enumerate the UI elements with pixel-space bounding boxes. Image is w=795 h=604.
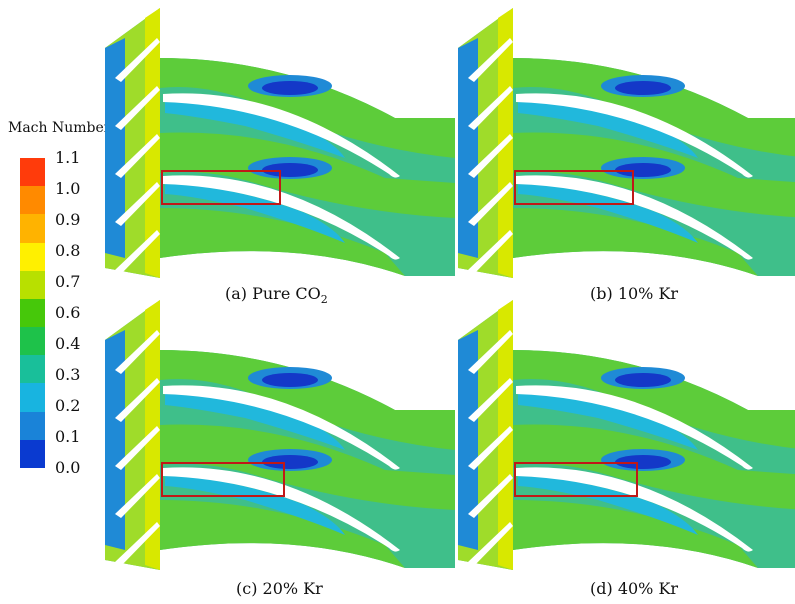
legend-swatch xyxy=(20,158,45,187)
legend-tick-label: 0.0 xyxy=(55,458,81,477)
stator-blade xyxy=(115,330,160,374)
legend-swatch xyxy=(20,355,45,384)
legend-swatch xyxy=(20,327,45,356)
stator-blade xyxy=(468,182,513,226)
contour-deep-blue-region xyxy=(262,81,318,95)
legend-swatch xyxy=(20,270,45,300)
stator-blade xyxy=(468,378,513,422)
highlight-box xyxy=(161,462,285,497)
contour-deep-blue-region xyxy=(262,163,318,177)
contour-green-region xyxy=(160,500,405,568)
stator-blade xyxy=(115,38,160,82)
rotor-blade xyxy=(163,385,400,470)
legend-tick-label: 0.1 xyxy=(55,427,81,446)
contour-cyan-region xyxy=(518,476,698,535)
legend-swatch xyxy=(20,186,45,215)
rotor-blade xyxy=(516,385,753,470)
legend-tick-label: 0.3 xyxy=(55,365,81,384)
rotor-blade xyxy=(163,467,400,552)
contour-green-region xyxy=(513,58,795,157)
stator-blade xyxy=(115,182,160,226)
stator-blade xyxy=(468,86,513,130)
legend-tick-label: 0.6 xyxy=(55,303,81,322)
legend-swatch xyxy=(20,439,45,469)
stator-blade xyxy=(468,474,513,518)
legend-tick-label: 0.4 xyxy=(55,334,81,353)
contour-cyan-region xyxy=(518,394,698,450)
contour-plot-b xyxy=(458,8,795,278)
stator-blade xyxy=(468,522,513,566)
panel-c-20-kr xyxy=(105,300,455,570)
caption-b: (b) 10% Kr xyxy=(590,284,679,303)
contour-cyan-region xyxy=(518,184,698,243)
stator-blade xyxy=(468,230,513,274)
legend-tick-label: 0.8 xyxy=(55,241,81,260)
contour-cyan-region xyxy=(518,102,698,158)
rotor-blade xyxy=(516,467,753,552)
highlight-box xyxy=(161,170,281,205)
contour-green-region xyxy=(513,500,758,568)
contour-plot-c xyxy=(105,300,455,570)
stator-blade xyxy=(115,522,160,566)
stator-blade xyxy=(115,378,160,422)
contour-green-region xyxy=(513,350,795,449)
rotor-blade xyxy=(163,93,400,178)
legend-colorbar xyxy=(20,158,45,469)
legend-swatch xyxy=(20,214,45,244)
stator-inlet-band xyxy=(458,38,478,258)
contour-deep-blue-region xyxy=(262,373,318,387)
legend-tick-label: 1.0 xyxy=(55,179,81,198)
highlight-box xyxy=(514,170,634,205)
legend-tick-label: 0.9 xyxy=(55,210,81,229)
legend-swatch xyxy=(20,298,45,328)
caption-a: (a) Pure CO2 xyxy=(225,284,328,307)
stator-inlet-band xyxy=(105,330,125,550)
highlight-box xyxy=(514,462,638,497)
rotor-blade xyxy=(516,175,753,260)
contour-cyan-region xyxy=(165,476,345,535)
stator-blade xyxy=(468,426,513,470)
rotor-blade xyxy=(163,175,400,260)
contour-green-region xyxy=(160,350,455,450)
legend-tick-label: 1.1 xyxy=(55,148,81,167)
stator-blade xyxy=(115,426,160,470)
panel-a-pure-co2 xyxy=(105,8,455,278)
stator-blade xyxy=(115,134,160,178)
panel-d-40-kr xyxy=(458,300,795,570)
stator-blade xyxy=(115,230,160,274)
legend-title: Mach Number xyxy=(8,120,111,136)
caption-c: (c) 20% Kr xyxy=(236,579,323,598)
contour-plot-d xyxy=(458,300,795,570)
contour-cyan-region xyxy=(165,102,345,158)
stator-inlet-band xyxy=(458,330,478,550)
legend-swatch xyxy=(20,242,45,272)
contour-green-region xyxy=(160,58,455,158)
stator-blade xyxy=(468,134,513,178)
stator-blade xyxy=(115,86,160,130)
contour-green-region xyxy=(160,208,405,276)
contour-deep-blue-region xyxy=(615,163,671,177)
contour-cyan-region xyxy=(165,394,345,450)
legend-swatch xyxy=(20,411,45,441)
contour-deep-blue-region xyxy=(262,455,318,469)
panel-b-10-kr xyxy=(458,8,795,278)
legend-tick-label: 0.7 xyxy=(55,272,81,291)
rotor-blade xyxy=(516,93,753,178)
contour-deep-blue-region xyxy=(615,81,671,95)
caption-d: (d) 40% Kr xyxy=(590,579,679,598)
contour-deep-blue-region xyxy=(615,455,671,469)
stator-blade xyxy=(468,38,513,82)
legend-tick-label: 0.2 xyxy=(55,396,81,415)
contour-deep-blue-region xyxy=(615,373,671,387)
contour-plot-a xyxy=(105,8,455,278)
contour-cyan-region xyxy=(165,184,345,243)
contour-green-region xyxy=(513,208,758,276)
legend-swatch xyxy=(20,383,45,413)
stator-blade xyxy=(115,474,160,518)
stator-blade xyxy=(468,330,513,374)
stator-inlet-band xyxy=(105,38,125,258)
